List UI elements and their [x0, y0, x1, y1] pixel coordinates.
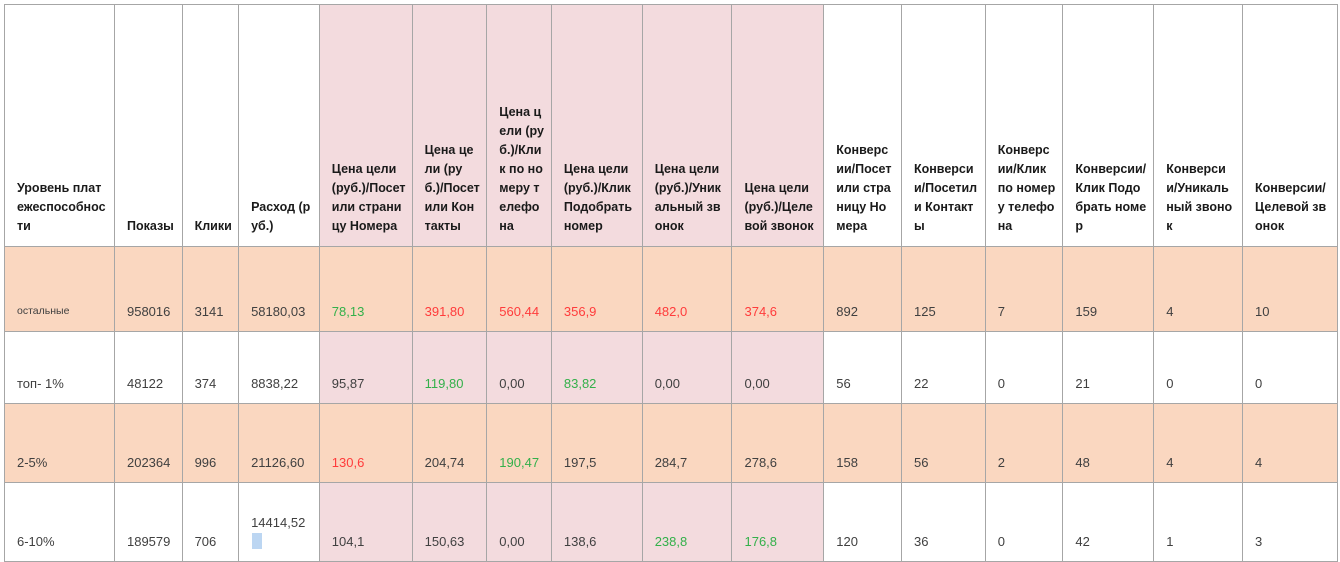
- table-cell[interactable]: 158: [823, 403, 902, 483]
- table-cell[interactable]: 4: [1153, 246, 1244, 332]
- table-cell[interactable]: 892: [823, 246, 902, 332]
- table-cell[interactable]: 374,6: [731, 246, 825, 332]
- header-cell-conv-target-call[interactable]: Конверсии/Целевой звонок: [1242, 4, 1338, 247]
- table-cell[interactable]: 10: [1242, 246, 1338, 332]
- table-cell[interactable]: 0: [984, 482, 1064, 562]
- header-cell-spend[interactable]: Расход (руб.): [238, 4, 320, 247]
- header-cell-clicks[interactable]: Клики: [181, 4, 240, 247]
- table-cell[interactable]: 4: [1242, 403, 1338, 483]
- table-cell[interactable]: 197,5: [550, 403, 643, 483]
- table-cell[interactable]: 95,87: [318, 331, 413, 404]
- table-cell[interactable]: 0,00: [486, 331, 552, 404]
- table-row: 2-5% 202364 996 21126,60 130,6 204,74 19…: [4, 403, 1338, 483]
- table-cell[interactable]: 138,6: [550, 482, 643, 562]
- table-cell[interactable]: 0: [1153, 331, 1244, 404]
- table-cell[interactable]: 21: [1062, 331, 1155, 404]
- table-cell[interactable]: 284,7: [641, 403, 733, 483]
- table-row: 6-10% 189579 706 14414,52 104,1 150,63 0…: [4, 482, 1338, 562]
- header-cell-cpa-unique-call[interactable]: Цена цели (руб.)/Уникальный звонок: [641, 4, 733, 247]
- table-cell[interactable]: 356,9: [550, 246, 643, 332]
- table-cell[interactable]: 996: [181, 403, 240, 483]
- table-row: топ- 1% 48122 374 8838,22 95,87 119,80 0…: [4, 331, 1338, 404]
- table-cell-selected[interactable]: 14414,52: [238, 482, 320, 562]
- header-row: Уровень платежеспособности Показы Клики …: [4, 4, 1338, 247]
- header-cell-impressions[interactable]: Показы: [113, 4, 183, 247]
- table-cell[interactable]: 22: [900, 331, 986, 404]
- table-cell[interactable]: 48122: [113, 331, 183, 404]
- table-cell[interactable]: 0: [1242, 331, 1338, 404]
- table-cell[interactable]: 4: [1153, 403, 1244, 483]
- header-cell-conv-phone-click[interactable]: Конверсии/Клик по номеру телефона: [984, 4, 1064, 247]
- header-cell-conv-pick-number[interactable]: Конверсии/Клик Подобрать номер: [1062, 4, 1155, 247]
- table-cell[interactable]: 0,00: [731, 331, 825, 404]
- table-cell[interactable]: 189579: [113, 482, 183, 562]
- table-cell[interactable]: 1: [1153, 482, 1244, 562]
- table-cell[interactable]: 0,00: [641, 331, 733, 404]
- table-cell[interactable]: 21126,60: [238, 403, 320, 483]
- table-cell[interactable]: 190,47: [486, 403, 552, 483]
- table-cell[interactable]: 58180,03: [238, 246, 320, 332]
- table-cell[interactable]: остальные: [4, 246, 115, 332]
- header-cell-conv-numbers-page[interactable]: Конверсии/Посетили страницу Номера: [823, 4, 902, 247]
- table-cell[interactable]: 176,8: [731, 482, 825, 562]
- table-cell[interactable]: 56: [900, 403, 986, 483]
- header-cell-conv-contacts[interactable]: Конверсии/Посетили Контакты: [900, 4, 986, 247]
- table-cell[interactable]: 120: [823, 482, 902, 562]
- table-cell[interactable]: 3141: [181, 246, 240, 332]
- header-cell-cpa-pick-number[interactable]: Цена цели (руб.)/КликПодобрать номер: [550, 4, 643, 247]
- table-cell[interactable]: 0,00: [486, 482, 552, 562]
- text-selection-highlight: [252, 533, 263, 549]
- cell-text: 14414,52: [251, 515, 306, 530]
- table-cell[interactable]: 706: [181, 482, 240, 562]
- table-cell[interactable]: 6-10%: [4, 482, 115, 562]
- table-cell[interactable]: 2: [984, 403, 1064, 483]
- table-cell[interactable]: 119,80: [411, 331, 488, 404]
- table-cell[interactable]: 3: [1242, 482, 1338, 562]
- table-cell[interactable]: 374: [181, 331, 240, 404]
- header-cell-level[interactable]: Уровень платежеспособности: [4, 4, 115, 247]
- table-cell[interactable]: 2-5%: [4, 403, 115, 483]
- table-cell[interactable]: 42: [1062, 482, 1155, 562]
- payment-level-table: Уровень платежеспособности Показы Клики …: [4, 4, 1338, 562]
- header-cell-conv-unique-call[interactable]: Конверсии/Уникальный звонок: [1153, 4, 1244, 247]
- header-cell-cpa-contacts[interactable]: Цена цели (руб.)/Посетили Контакты: [411, 4, 488, 247]
- table-cell[interactable]: 83,82: [550, 331, 643, 404]
- header-cell-cpa-target-call[interactable]: Цена цели (руб.)/Целевой звонок: [731, 4, 825, 247]
- table-cell[interactable]: 238,8: [641, 482, 733, 562]
- table-cell[interactable]: 202364: [113, 403, 183, 483]
- table-cell[interactable]: 104,1: [318, 482, 413, 562]
- table-cell[interactable]: 958016: [113, 246, 183, 332]
- table-cell[interactable]: 0: [984, 331, 1064, 404]
- table-cell[interactable]: 560,44: [486, 246, 552, 332]
- table-cell[interactable]: 56: [823, 331, 902, 404]
- table-cell[interactable]: 204,74: [411, 403, 488, 483]
- table-cell[interactable]: топ- 1%: [4, 331, 115, 404]
- table-cell[interactable]: 7: [984, 246, 1064, 332]
- table-cell[interactable]: 150,63: [411, 482, 488, 562]
- table-row: остальные 958016 3141 58180,03 78,13 391…: [4, 246, 1338, 332]
- header-cell-cpa-phone-click[interactable]: Цена цели (руб.)/Клик по номеру телефона: [486, 4, 552, 247]
- table-cell[interactable]: 36: [900, 482, 986, 562]
- table-cell[interactable]: 8838,22: [238, 331, 320, 404]
- table-cell[interactable]: 125: [900, 246, 986, 332]
- table-cell[interactable]: 482,0: [641, 246, 733, 332]
- table-cell[interactable]: 48: [1062, 403, 1155, 483]
- table-cell[interactable]: 159: [1062, 246, 1155, 332]
- header-cell-cpa-numbers-page[interactable]: Цена цели (руб.)/Посетили страницу Номер…: [318, 4, 413, 247]
- table-cell[interactable]: 130,6: [318, 403, 413, 483]
- table-cell[interactable]: 391,80: [411, 246, 488, 332]
- table-cell[interactable]: 278,6: [731, 403, 825, 483]
- table-cell[interactable]: 78,13: [318, 246, 413, 332]
